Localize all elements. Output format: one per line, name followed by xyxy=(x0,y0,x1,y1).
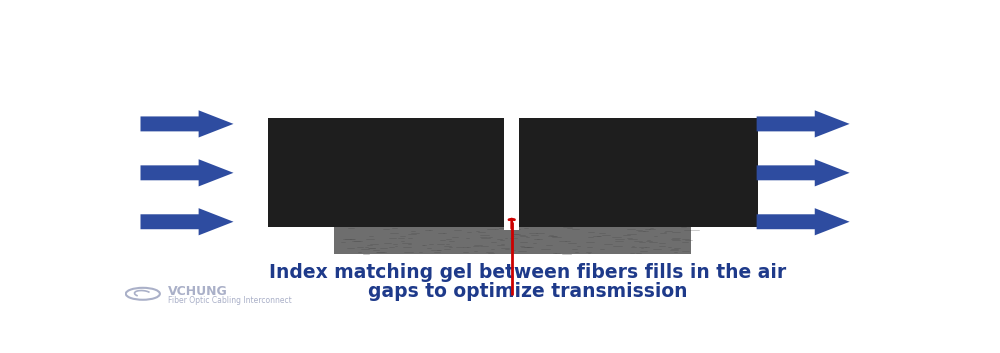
Text: gaps to optimize transmission: gaps to optimize transmission xyxy=(368,282,688,300)
Bar xyxy=(504,116,519,230)
Text: Index matching gel between fibers fills in the air: Index matching gel between fibers fills … xyxy=(269,263,787,282)
FancyArrow shape xyxy=(140,159,234,186)
Bar xyxy=(514,119,758,227)
Text: VCHUNG: VCHUNG xyxy=(168,285,227,298)
FancyArrow shape xyxy=(757,208,850,235)
Bar xyxy=(334,215,691,255)
FancyArrow shape xyxy=(140,110,234,138)
FancyArrow shape xyxy=(757,110,850,138)
FancyArrow shape xyxy=(140,208,234,235)
Bar xyxy=(334,119,691,158)
Bar xyxy=(268,119,512,227)
FancyArrow shape xyxy=(757,159,850,186)
Text: Fiber Optic Cabling Interconnect: Fiber Optic Cabling Interconnect xyxy=(168,295,291,305)
